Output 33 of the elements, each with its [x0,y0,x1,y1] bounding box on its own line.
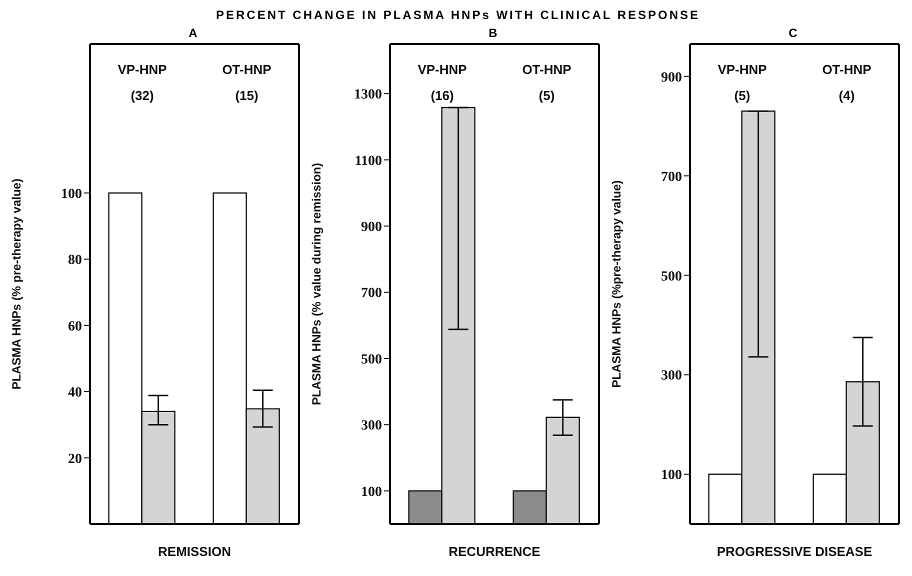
x-axis-title: RECURRENCE [448,544,541,559]
x-tick-label: OT-HNP (5) [522,62,572,103]
y-tick-label: 1100 [354,154,382,169]
y-axis-title: PLASMA HNPs (% value during remission) [309,162,324,406]
x-tick-label: OT-HNP (15) [222,62,272,103]
y-tick-label: 100 [61,186,82,202]
y-axis-title: PLASMA HNPs (% pre-therapy value) [9,178,24,390]
x-axis-title: REMISSION [158,544,231,559]
y-tick-label: 700 [361,286,382,302]
x-tick-label: OT-HNP (4) [822,62,872,103]
y-tick-label: 500 [361,352,382,368]
y-tick-label: 300 [361,418,382,434]
chart-subtitle: C [788,26,798,42]
y-tick-label: 20 [68,452,82,467]
y-tick-label: 1300 [354,88,382,103]
y-tick-label: 300 [661,368,682,384]
text: PERCENT CHANGE IN PLASMA HNPs WITH CLINICAL RESPONSE [214,8,702,24]
y-tick-label: 700 [661,170,682,185]
x-tick-label: VP-HNP (5) [718,62,768,103]
x-axis-title: PROGRESSIVE DISEASE [716,544,872,559]
y-tick-label: 900 [661,70,682,86]
y-tick-label: 100 [661,468,682,484]
y-tick-label: 100 [361,484,382,500]
y-tick-label: 40 [68,386,82,401]
y-tick-label: 60 [68,319,82,334]
y-tick-label: 900 [361,220,382,236]
chart-subtitle: A [188,26,198,42]
x-tick-label: VP-HNP (16) [418,62,468,103]
y-axis-title: PLASMA HNPs (%pre-therapy value) [609,180,624,388]
chart-subtitle: B [488,26,498,42]
y-tick-label: 500 [661,269,682,284]
y-tick-label: 80 [68,253,82,268]
x-tick-label: VP-HNP (32) [118,62,168,103]
